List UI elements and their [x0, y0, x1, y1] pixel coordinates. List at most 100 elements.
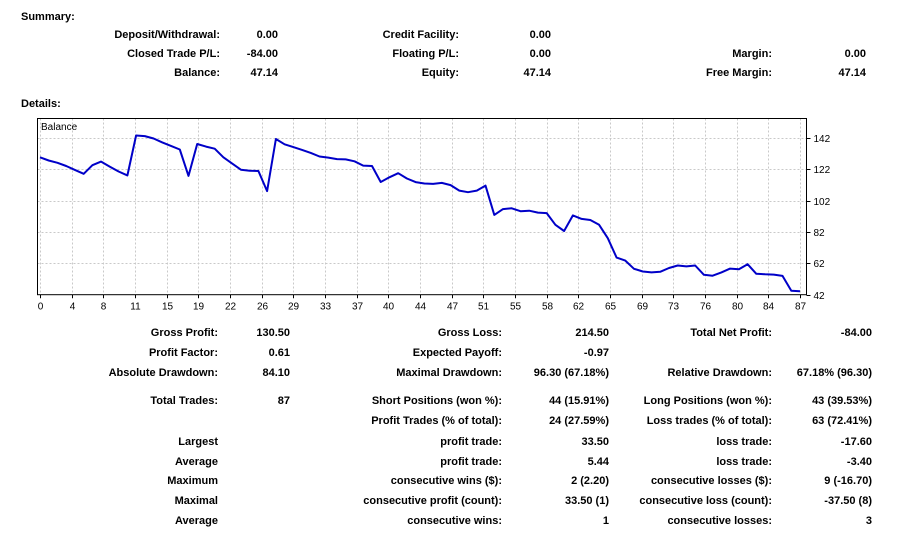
- value-profit-trade: 33.50: [581, 436, 609, 448]
- label-floating-p-l: Floating P/L:: [392, 48, 459, 60]
- value-consecutive-loss-count: -37.50 (8): [824, 495, 872, 507]
- value-consecutive-profit-count: 33.50 (1): [564, 495, 609, 507]
- label-credit-facility: Credit Facility:: [382, 29, 459, 41]
- label-average: Average: [174, 456, 218, 468]
- x-axis-label: 44: [415, 302, 427, 313]
- value-closed-trade-p-l: -84.00: [246, 48, 278, 60]
- label-maximal-drawdown: Maximal Drawdown:: [396, 367, 502, 379]
- x-axis-label: 65: [605, 302, 617, 313]
- value-free-margin: 47.14: [838, 67, 866, 79]
- label-consecutive-wins: consecutive wins ($):: [390, 475, 502, 487]
- y-axis-label: 142: [814, 134, 831, 145]
- value-relative-drawdown: 67.18% (96.30): [796, 367, 872, 379]
- balance-line: [39, 134, 801, 293]
- label-balance: Balance:: [174, 67, 220, 79]
- x-axis-label: 58: [542, 302, 554, 313]
- x-axis-label: 26: [257, 302, 269, 313]
- value-profit-trades-of-total: 24 (27.59%): [549, 415, 609, 427]
- value-short-positions-won: 44 (15.91%): [549, 395, 609, 407]
- label-gross-profit: Gross Profit:: [150, 327, 218, 339]
- chart-border: [37, 118, 807, 296]
- value-credit-facility: 0.00: [529, 29, 551, 41]
- label-consecutive-loss-count: consecutive loss (count):: [639, 495, 772, 507]
- x-axis-label: 76: [700, 302, 712, 313]
- label-consecutive-profit-count: consecutive profit (count):: [363, 495, 502, 507]
- label-gross-loss: Gross Loss:: [437, 327, 502, 339]
- label-profit-trade: profit trade:: [440, 456, 502, 468]
- x-axis-label: 80: [732, 302, 744, 313]
- x-axis-label: 40: [383, 302, 395, 313]
- balance-chart-legend: Balance: [41, 122, 78, 133]
- value-deposit-withdrawal: 0.00: [256, 29, 278, 41]
- value-profit-trade: 5.44: [587, 456, 609, 468]
- label-expected-payoff: Expected Payoff:: [412, 347, 502, 359]
- y-axis-label: 62: [814, 259, 826, 270]
- label-long-positions-won: Long Positions (won %):: [643, 395, 772, 407]
- label-average: Average: [174, 515, 218, 527]
- x-axis-label: 19: [193, 302, 205, 313]
- label-consecutive-wins: consecutive wins:: [407, 515, 502, 527]
- value-long-positions-won: 43 (39.53%): [812, 395, 872, 407]
- value-gross-loss: 214.50: [575, 327, 609, 339]
- y-axis-label: 122: [814, 165, 831, 176]
- value-profit-factor: 0.61: [268, 347, 290, 359]
- label-profit-trades-of-total: Profit Trades (% of total):: [371, 415, 502, 427]
- value-consecutive-losses: 9 (-16.70): [824, 475, 872, 487]
- x-axis-label: 15: [162, 302, 174, 313]
- value-total-trades: 87: [277, 395, 290, 407]
- label-deposit-withdrawal: Deposit/Withdrawal:: [114, 29, 220, 41]
- value-maximal-drawdown: 96.30 (67.18%): [533, 367, 609, 379]
- x-axis-label: 47: [447, 302, 459, 313]
- value-margin: 0.00: [844, 48, 866, 60]
- label-total-net-profit: Total Net Profit:: [690, 327, 772, 339]
- label-largest: Largest: [178, 436, 218, 448]
- label-free-margin: Free Margin:: [705, 67, 772, 79]
- x-axis-label: 4: [70, 302, 76, 313]
- y-axis-label: 42: [814, 291, 826, 302]
- value-consecutive-losses: 3: [865, 515, 872, 527]
- value-expected-payoff: -0.97: [583, 347, 609, 359]
- value-equity: 47.14: [523, 67, 551, 79]
- value-loss-trades-of-total: 63 (72.41%): [812, 415, 872, 427]
- value-loss-trade: -3.40: [846, 456, 872, 468]
- x-axis-label: 33: [320, 302, 332, 313]
- x-axis-label: 87: [795, 302, 807, 313]
- label-total-trades: Total Trades:: [150, 395, 218, 407]
- details-heading: Details:: [21, 98, 61, 110]
- label-closed-trade-p-l: Closed Trade P/L:: [127, 48, 220, 60]
- label-profit-factor: Profit Factor:: [148, 347, 218, 359]
- value-gross-profit: 130.50: [256, 327, 290, 339]
- value-balance: 47.14: [250, 67, 278, 79]
- label-short-positions-won: Short Positions (won %):: [371, 395, 502, 407]
- label-consecutive-losses: consecutive losses:: [667, 515, 772, 527]
- label-equity: Equity:: [421, 67, 459, 79]
- x-axis-label: 29: [288, 302, 300, 313]
- label-loss-trade: loss trade:: [716, 456, 772, 468]
- x-axis-label: 69: [637, 302, 649, 313]
- value-consecutive-wins: 2 (2.20): [571, 475, 609, 487]
- x-axis-label: 0: [38, 302, 44, 313]
- y-axis-label: 82: [814, 228, 826, 239]
- label-maximum: Maximum: [167, 475, 218, 487]
- label-margin: Margin:: [732, 48, 772, 60]
- value-floating-p-l: 0.00: [529, 48, 551, 60]
- x-axis-label: 22: [225, 302, 237, 313]
- y-axis-label: 102: [814, 197, 831, 208]
- value-consecutive-wins: 1: [602, 515, 609, 527]
- summary-heading: Summary:: [21, 11, 75, 23]
- x-axis-label: 55: [510, 302, 522, 313]
- x-axis-label: 11: [130, 302, 141, 313]
- x-axis-label: 37: [352, 302, 364, 313]
- label-profit-trade: profit trade:: [440, 436, 502, 448]
- x-axis-label: 8: [101, 302, 107, 313]
- x-axis-label: 62: [573, 302, 585, 313]
- x-axis-label: 51: [478, 302, 490, 313]
- label-maximal: Maximal: [174, 495, 218, 507]
- x-axis-label: 73: [668, 302, 680, 313]
- value-total-net-profit: -84.00: [840, 327, 872, 339]
- label-loss-trade: loss trade:: [716, 436, 772, 448]
- label-loss-trades-of-total: Loss trades (% of total):: [646, 415, 772, 427]
- x-axis-label: 84: [763, 302, 775, 313]
